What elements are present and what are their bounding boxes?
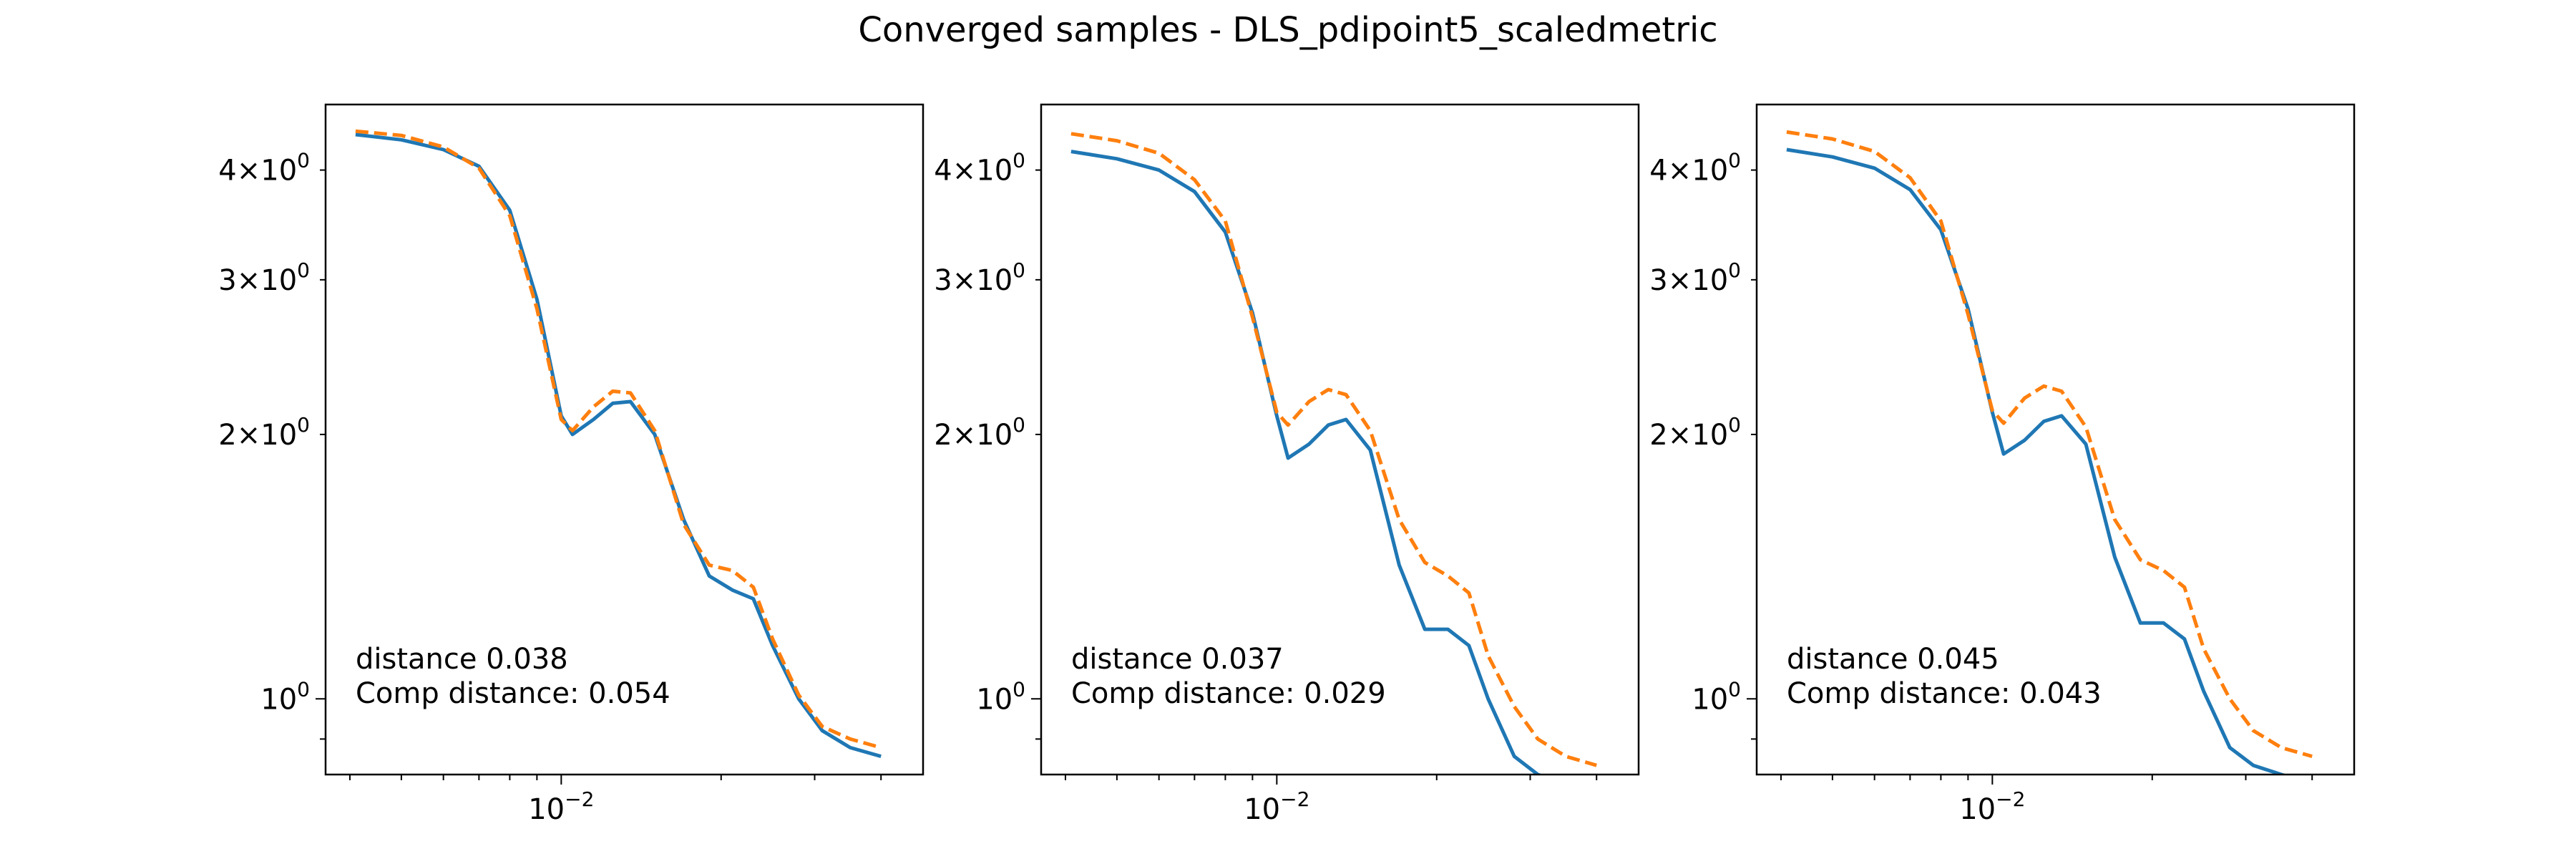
y-tick-label: 4×100: [1649, 149, 1741, 188]
axes-frame: [1040, 103, 1640, 776]
comp-distance-annotation: Comp distance: 0.054: [356, 677, 670, 710]
y-tick-label: 4×100: [218, 149, 310, 188]
figure-title: Converged samples - DLS_pdipoint5_scaled…: [858, 10, 1717, 50]
y-tick-label: 4×100: [934, 149, 1025, 188]
dashed-series-line: [1786, 130, 2313, 759]
y-tick-label: 3×100: [1649, 258, 1741, 297]
comp-distance-annotation: Comp distance: 0.029: [1071, 677, 1386, 710]
distance-annotation: distance 0.038: [356, 643, 568, 676]
y-tick-label: 2×100: [1649, 413, 1741, 452]
y-tick-label: 3×100: [934, 258, 1025, 297]
distance-annotation: distance 0.045: [1787, 643, 1999, 676]
comp-distance-annotation: Comp distance: 0.043: [1787, 677, 2102, 710]
solid-series-line: [355, 132, 882, 759]
solid-series-line: [1786, 147, 2288, 775]
distance-annotation: distance 0.037: [1071, 643, 1284, 676]
dashed-series-line: [355, 129, 882, 749]
axes-frame: [1755, 103, 2356, 776]
y-tick-label: 3×100: [218, 258, 310, 297]
y-tick-label: 2×100: [934, 413, 1025, 452]
solid-series-line: [1070, 150, 1543, 775]
axes-frame: [324, 103, 924, 776]
dashed-series-line: [1070, 132, 1597, 767]
y-tick-label: 2×100: [218, 413, 310, 452]
